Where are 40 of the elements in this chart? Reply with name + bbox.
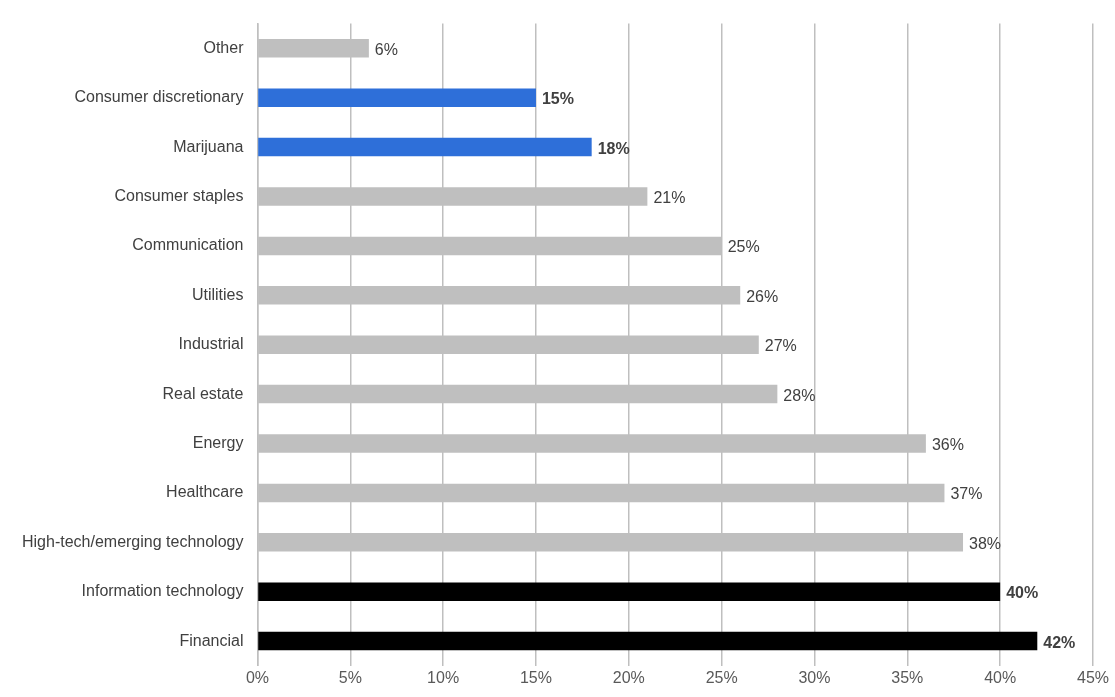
data-label: 15%: [541, 90, 575, 108]
x-tick-label: 35%: [891, 668, 924, 686]
bar: [258, 582, 1001, 601]
y-tick-label: Other: [203, 38, 245, 56]
data-label: 25%: [727, 238, 760, 256]
data-label: 37%: [950, 485, 983, 503]
y-tick-label: Financial: [179, 631, 244, 649]
data-label: 26%: [746, 287, 779, 305]
y-tick-label: Consumer staples: [114, 186, 244, 204]
x-tick-label: 45%: [1076, 668, 1110, 686]
y-tick-label: Communication: [132, 236, 244, 254]
bar: [258, 631, 1038, 651]
x-tick-label: 5%: [338, 668, 362, 686]
y-tick-label: Energy: [192, 433, 244, 451]
y-tick-label: Consumer discretionary: [74, 88, 244, 106]
data-label: 36%: [931, 435, 964, 453]
data-label: 27%: [764, 337, 797, 355]
data-label: 21%: [653, 188, 686, 206]
data-label: 28%: [783, 386, 816, 404]
data-label: 40%: [1006, 584, 1039, 602]
y-tick-label: Marijuana: [173, 137, 244, 155]
data-label: 38%: [969, 534, 1002, 552]
x-tick-label: 20%: [612, 668, 645, 686]
data-label: 18%: [597, 139, 630, 157]
x-tick-label: 30%: [798, 668, 831, 686]
x-tick-label: 25%: [705, 668, 738, 686]
bar: [258, 137, 592, 157]
y-tick-label: High-tech/emerging technology: [21, 532, 244, 550]
y-tick-label: Utilities: [191, 285, 244, 303]
y-tick-label: Industrial: [178, 335, 244, 353]
x-tick-label: 40%: [984, 668, 1017, 686]
x-tick-label: 10%: [427, 668, 460, 686]
y-tick-label: Information technology: [81, 582, 244, 600]
y-tick-label: Healthcare: [166, 483, 244, 501]
x-tick-label: 0%: [245, 668, 270, 686]
data-label: 42%: [1043, 633, 1076, 651]
x-tick-label: 15%: [519, 668, 552, 686]
bar: [258, 88, 536, 107]
y-tick-label: Real estate: [162, 384, 244, 402]
data-label: 6%: [374, 40, 398, 58]
